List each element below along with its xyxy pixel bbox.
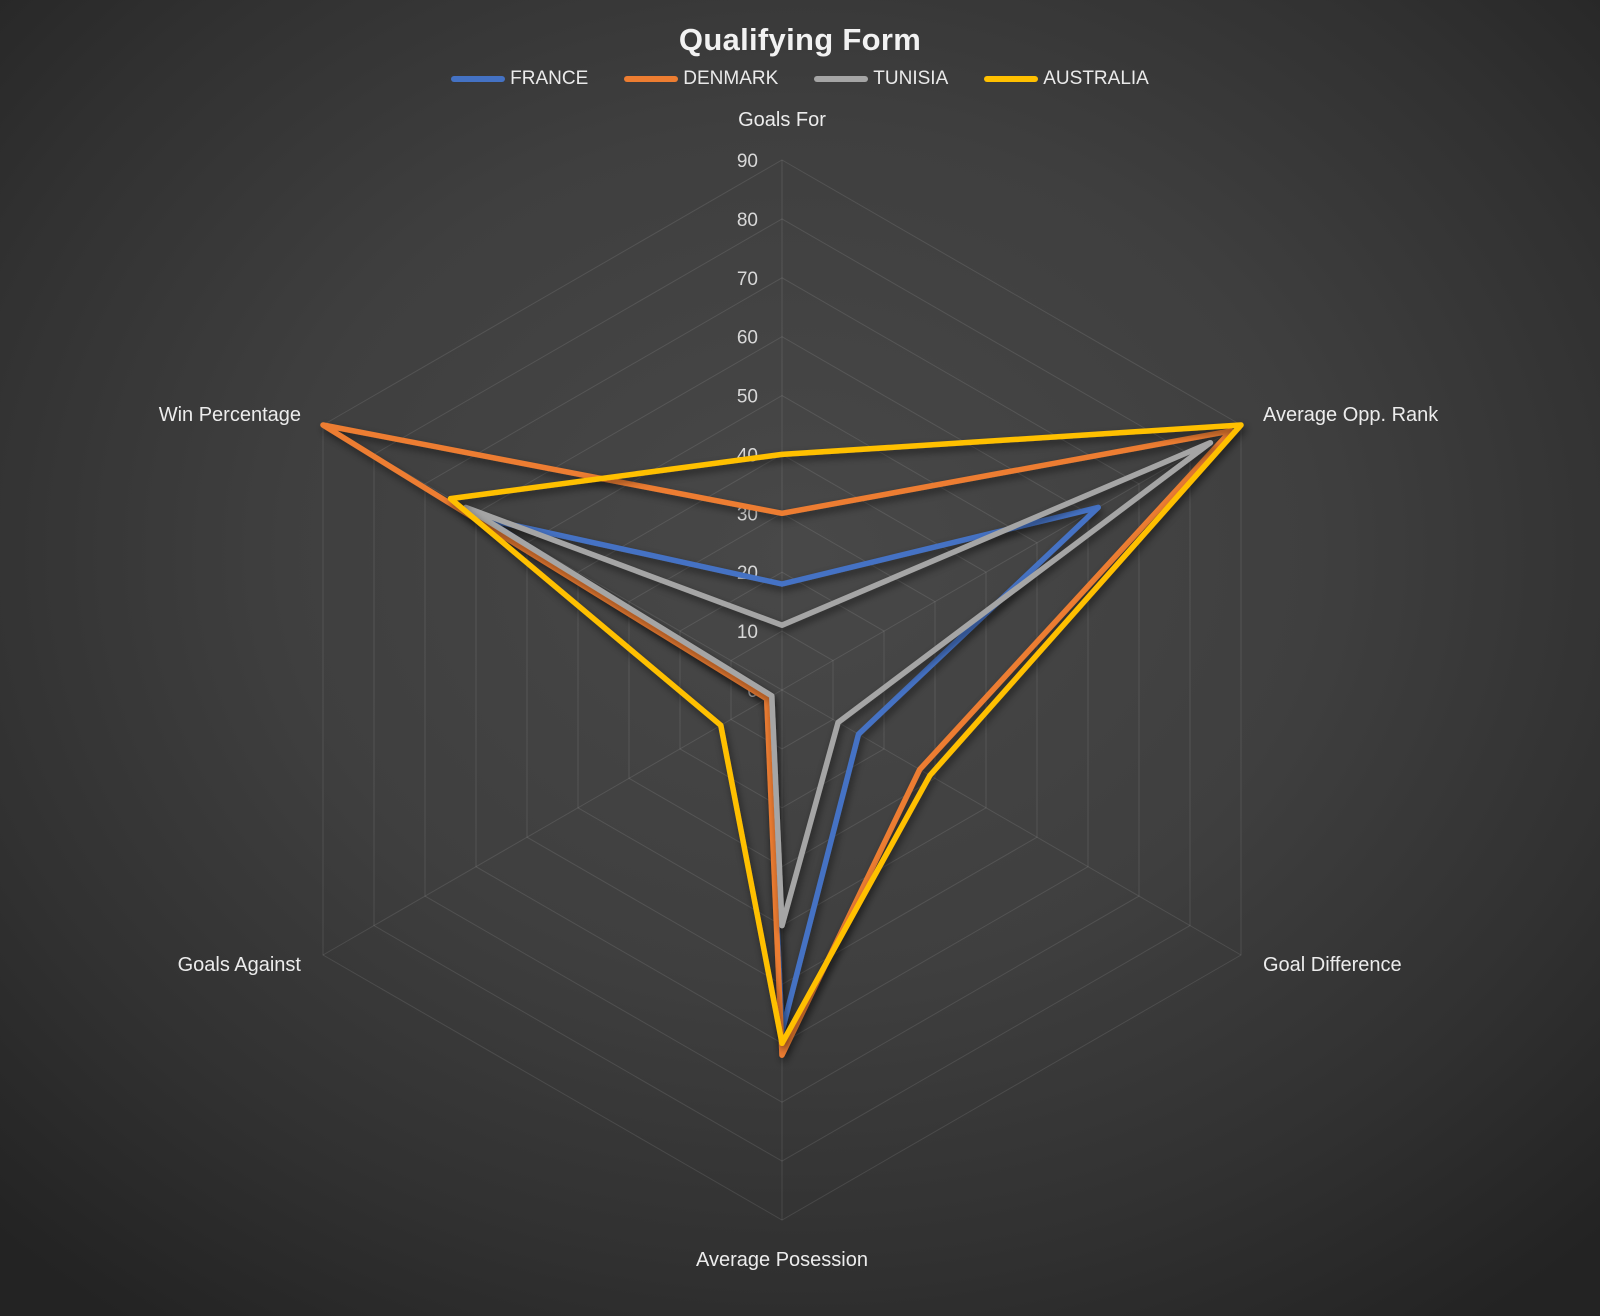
radial-tick-label: 10 [737, 622, 758, 643]
chart-title: Qualifying Form [678, 22, 922, 57]
series-denmark [320, 422, 1234, 1058]
legend-item-denmark: DENMARK [624, 68, 778, 90]
legend-label: DENMARK [683, 68, 779, 89]
axis-label-average-opp-rank: Average Opp. Rank [1263, 404, 1439, 426]
grid-ring [730, 630, 834, 750]
axis-label-goals-for: Goals For [738, 109, 826, 131]
axis-label-win-percentage: Win Percentage [159, 404, 301, 426]
legend-swatch [624, 76, 679, 82]
radial-tick-label: 70 [737, 269, 758, 290]
series-tunisia [463, 439, 1214, 929]
axis-label-average-posession: Average Posession [696, 1249, 868, 1271]
radial-tick-label: 90 [737, 151, 758, 172]
series-australia [447, 422, 1244, 1047]
axis-label-goal-difference: Goal Difference [1263, 954, 1402, 976]
legend-label: FRANCE [510, 68, 589, 89]
grid-ring [424, 277, 1140, 1103]
chart-legend: FRANCE DENMARK TUNISIA AUSTRALIA [0, 68, 1600, 90]
legend-label: TUNISIA [873, 68, 949, 89]
legend-item-tunisia: TUNISIA [814, 68, 948, 90]
legend-swatch [451, 76, 506, 82]
radial-tick-label: 80 [737, 210, 758, 231]
legend-swatch [814, 76, 869, 82]
radial-tick-label: 60 [737, 328, 758, 349]
legend-label: AUSTRALIA [1043, 68, 1149, 89]
axis-label-goals-against: Goals Against [178, 954, 302, 976]
legend-item-france: FRANCE [451, 68, 588, 90]
grid-ring [679, 571, 885, 809]
grid-spoke [322, 689, 783, 956]
legend-swatch [984, 76, 1039, 82]
radial-tick-label: 50 [737, 387, 758, 408]
grid-spoke [781, 424, 1242, 691]
legend-item-australia: AUSTRALIA [984, 68, 1149, 90]
